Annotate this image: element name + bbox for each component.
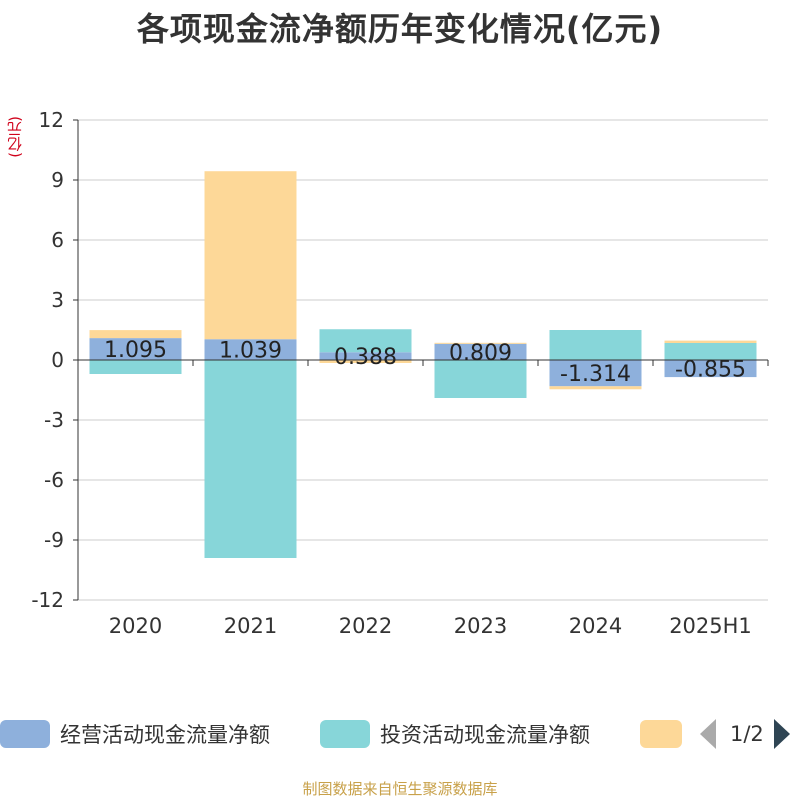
data-label-operating-2023: 0.809	[449, 341, 512, 366]
data-label-operating-2022: 0.388	[334, 345, 397, 370]
bar-financing-2023	[434, 342, 527, 344]
source-note: 制图数据来自恒生聚源数据库	[302, 780, 498, 798]
x-tick-label: 2024	[569, 614, 622, 638]
bar-series	[89, 171, 757, 558]
data-label-operating-2020: 1.095	[104, 338, 167, 363]
y-tick-label: 12	[39, 108, 64, 132]
x-tick-label: 2021	[224, 614, 277, 638]
legend-swatch-investing	[320, 720, 370, 748]
legend-label-operating: 经营活动现金流量净额	[60, 723, 270, 747]
data-label-operating-2021: 1.039	[219, 339, 282, 364]
bar-operating-2020	[89, 338, 182, 360]
legend-item-investing[interactable]: 投资活动现金流量净额	[320, 716, 590, 752]
x-tick-label: 2022	[339, 614, 392, 638]
legend-label-investing: 投资活动现金流量净额	[380, 723, 590, 747]
bar-investing-2023	[434, 360, 527, 398]
data-labels: 1.095 1.039 0.388 0.809 -1.314 -0.855	[104, 338, 746, 387]
bar-investing-2022	[319, 329, 412, 353]
x-tick-label: 2025H1	[669, 614, 752, 638]
bar-investing-2020	[89, 360, 182, 374]
y-tick-label: -12	[31, 588, 64, 612]
bar-financing-2024	[549, 386, 642, 390]
legend-swatch-financing	[640, 720, 682, 748]
legend-page-indicator: 1/2	[730, 722, 764, 746]
y-tick-label: 3	[51, 288, 64, 312]
legend-pager: 1/2	[700, 716, 790, 752]
y-tick-label: -6	[44, 468, 64, 492]
bar-financing-2022	[319, 360, 412, 363]
y-tick-label: 0	[51, 348, 64, 372]
bar-investing-2024	[549, 330, 642, 360]
bar-operating-2021	[204, 339, 297, 360]
chart-title: 各项现金流净额历年变化情况(亿元)	[136, 10, 664, 48]
triangle-right-icon[interactable]	[773, 719, 790, 749]
y-tick-label: -3	[44, 408, 64, 432]
bar-operating-2023	[434, 343, 527, 360]
bar-financing-2025H1	[664, 340, 757, 343]
x-tick-label: 2023	[454, 614, 507, 638]
data-label-operating-2024: -1.314	[560, 362, 631, 387]
y-tick-label: 9	[51, 168, 64, 192]
data-label-operating-2025H1: -0.855	[675, 358, 746, 383]
bar-financing-2021	[204, 171, 297, 340]
y-tick-label: -9	[44, 528, 64, 552]
bar-operating-2022	[319, 352, 412, 360]
grid-lines	[78, 119, 768, 601]
bar-operating-2024	[549, 360, 642, 387]
legend-item-financing[interactable]	[640, 716, 682, 752]
legend-swatch-operating	[0, 720, 50, 748]
axes: -12 -9 -6 -3 0 3 6 9 12 2020 2021 2022 2023 2024 2025H…	[31, 108, 769, 638]
triangle-left-icon[interactable]	[700, 719, 716, 749]
bar-investing-2021	[204, 360, 297, 558]
cashflow-bar-chart: -12 -9 -6 -3 0 3 6 9 12 2020 2021 2022 2023 2024 2025H…	[31, 108, 769, 638]
bar-operating-2025H1	[664, 360, 757, 378]
legend-item-operating[interactable]: 经营活动现金流量净额	[0, 716, 270, 752]
y-tick-label: 6	[51, 228, 64, 252]
bar-financing-2020	[89, 330, 182, 339]
bar-investing-2025H1	[664, 343, 757, 360]
x-tick-label: 2020	[109, 614, 162, 638]
